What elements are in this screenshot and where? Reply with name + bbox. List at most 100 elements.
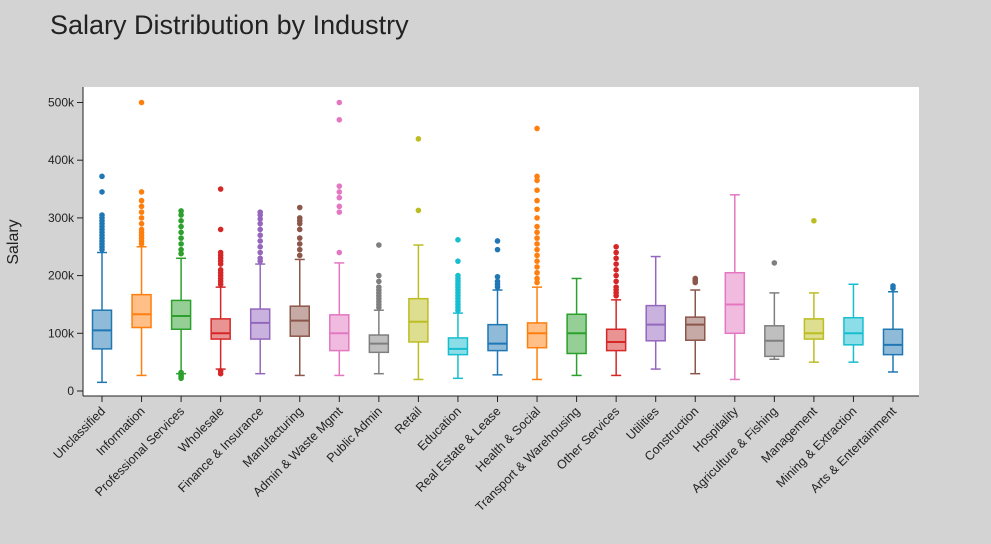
outlier-point — [534, 177, 540, 184]
outlier-point — [296, 226, 303, 233]
outlier-point — [257, 258, 264, 264]
outlier-point — [613, 255, 619, 262]
outlier-point — [494, 246, 501, 253]
outlier-point — [138, 215, 145, 221]
iqr-box — [645, 304, 666, 342]
y-tick-label: 500k — [48, 96, 75, 110]
outlier-point — [257, 238, 264, 244]
iqr-box — [882, 328, 904, 356]
outlier-point — [217, 186, 224, 192]
box-16 — [724, 194, 746, 381]
outlier-point — [296, 204, 303, 211]
box-7 — [368, 242, 390, 375]
box-9 — [447, 237, 469, 380]
iqr-box — [526, 322, 548, 349]
iqr-box — [210, 318, 231, 340]
box-19 — [843, 283, 864, 363]
outlier-point — [811, 217, 817, 224]
boxes-layer — [91, 99, 904, 384]
outlier-point — [138, 209, 145, 215]
y-tick-label: 0 — [67, 384, 74, 398]
outlier-point — [178, 375, 184, 382]
outlier-point — [534, 246, 540, 253]
outlier-point — [138, 241, 145, 247]
outlier-point — [217, 370, 224, 377]
outlier-point — [534, 252, 540, 259]
box-13 — [605, 243, 627, 377]
outlier-point — [178, 208, 184, 214]
outlier-point — [138, 220, 145, 227]
y-tick-label: 200k — [48, 269, 75, 283]
outlier-point — [534, 215, 540, 221]
box-14 — [645, 255, 666, 370]
x-tick-label: Utilities — [623, 404, 661, 442]
outlier-point — [534, 229, 540, 236]
outlier-point — [178, 235, 184, 241]
outlier-point — [336, 183, 343, 189]
outlier-point — [336, 203, 343, 210]
outlier-point — [534, 241, 540, 247]
y-tick-label: 300k — [48, 211, 75, 225]
iqr-box — [131, 293, 152, 329]
outlier-point — [534, 187, 540, 194]
outlier-point — [336, 117, 343, 123]
outlier-point — [296, 246, 303, 253]
outlier-point — [534, 275, 540, 282]
outlier-point — [336, 99, 343, 106]
outlier-point — [138, 189, 145, 195]
outlier-point — [494, 238, 501, 244]
box-17 — [764, 260, 785, 361]
y-axis-label: Salary — [5, 219, 22, 264]
outlier-point — [178, 250, 184, 257]
outlier-point — [257, 249, 264, 256]
iqr-box — [843, 316, 864, 346]
outlier-point — [138, 99, 145, 106]
iqr-box — [249, 308, 271, 340]
outlier-point — [296, 235, 303, 241]
box-6 — [329, 99, 350, 377]
box-11 — [526, 125, 548, 381]
y-axis: 0 100k 200k 300k 400k 500k — [48, 87, 84, 398]
box-1 — [131, 99, 152, 377]
outlier-point — [455, 307, 461, 314]
outlier-point — [494, 284, 501, 290]
outlier-point — [534, 235, 540, 241]
box-15 — [685, 275, 706, 375]
outlier-point — [217, 261, 224, 267]
iqr-box — [170, 299, 192, 331]
box-4 — [249, 209, 271, 375]
outlier-point — [178, 217, 184, 224]
box-20 — [882, 283, 904, 373]
outlier-point — [613, 267, 619, 273]
chart-title: Salary Distribution by Industry — [50, 10, 409, 40]
outlier-point — [534, 206, 540, 213]
iqr-box — [803, 318, 825, 340]
outlier-point — [376, 278, 382, 285]
outlier-point — [99, 173, 105, 180]
outlier-point — [534, 258, 540, 264]
iqr-box — [724, 271, 746, 335]
outlier-point — [613, 261, 619, 267]
iqr-box — [487, 323, 508, 352]
outlier-point — [455, 258, 461, 264]
iqr-box — [408, 297, 429, 343]
box-8 — [408, 136, 429, 381]
box-10 — [487, 238, 508, 376]
outlier-point — [336, 194, 343, 201]
outlier-point — [99, 246, 105, 253]
iqr-box — [685, 316, 706, 341]
outlier-point — [257, 220, 264, 227]
outlier-point — [613, 243, 619, 250]
outlier-point — [257, 212, 264, 218]
outlier-point — [692, 279, 699, 286]
outlier-point — [178, 212, 184, 218]
box-18 — [803, 217, 825, 363]
outlier-point — [494, 273, 501, 280]
y-tick-label: 400k — [48, 153, 75, 167]
outlier-point — [613, 272, 619, 279]
outlier-point — [178, 246, 184, 253]
y-tick-label: 100k — [48, 326, 75, 340]
outlier-point — [257, 243, 264, 250]
